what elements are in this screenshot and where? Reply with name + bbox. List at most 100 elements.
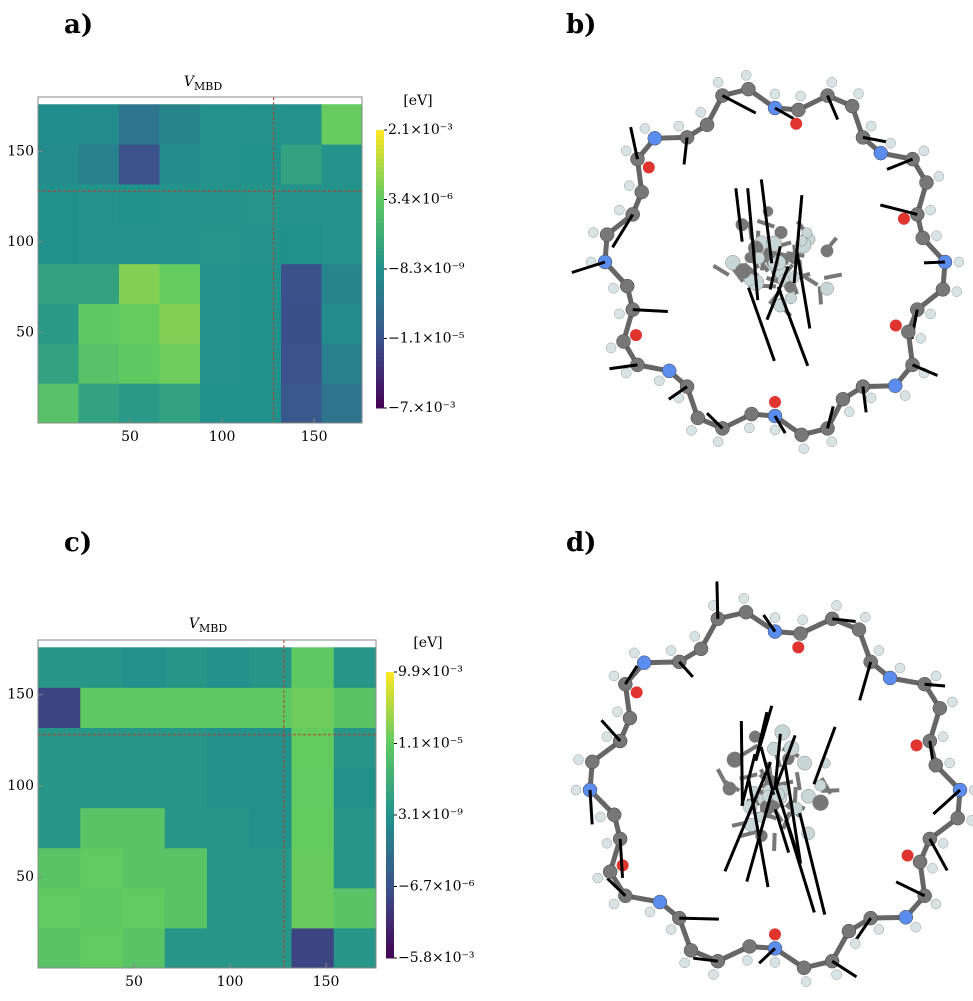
heatmap-cell xyxy=(241,343,282,383)
colorbar-segment xyxy=(376,246,384,251)
heatmap-cell xyxy=(200,264,241,304)
arrow xyxy=(924,262,945,263)
atom xyxy=(866,121,876,131)
atom xyxy=(684,943,698,957)
atom xyxy=(723,782,736,795)
atom xyxy=(911,739,923,751)
colorbar-segment xyxy=(386,925,394,930)
x-tick-label: 150 xyxy=(313,974,340,990)
heatmap-cell xyxy=(119,303,160,343)
arrow xyxy=(722,96,755,114)
heatmap-cell xyxy=(292,687,335,728)
heatmap-cell xyxy=(160,264,201,304)
atom xyxy=(617,334,631,348)
atom xyxy=(952,287,962,297)
arrow xyxy=(748,288,774,361)
atom xyxy=(770,957,780,967)
colorbar-segment xyxy=(376,181,384,186)
heatmap-cell xyxy=(119,144,160,184)
colorbar-segment xyxy=(376,389,384,394)
colorbar-segment xyxy=(376,190,384,195)
atom xyxy=(680,958,690,968)
colorbar-segment xyxy=(386,724,394,729)
panel-label: c) xyxy=(64,528,92,558)
bond xyxy=(797,772,800,790)
colorbar-segment xyxy=(376,403,384,408)
colorbar-segment xyxy=(376,213,384,218)
atom xyxy=(769,928,781,940)
atom xyxy=(911,922,921,932)
atom xyxy=(901,325,915,339)
atom xyxy=(797,961,811,975)
colorbar-segment xyxy=(386,710,394,715)
colorbar-segment xyxy=(386,906,394,911)
heatmap-cell xyxy=(119,104,160,144)
heatmap-cell xyxy=(38,303,79,343)
colorbar-segment xyxy=(376,380,384,385)
colorbar-segment xyxy=(386,767,394,772)
atom xyxy=(666,924,676,934)
atom xyxy=(785,292,796,303)
heatmap-cell xyxy=(119,184,160,224)
atom xyxy=(967,815,973,825)
atom xyxy=(850,939,860,949)
atom xyxy=(793,627,807,641)
colorbar-segment xyxy=(386,734,394,739)
atom xyxy=(898,213,910,225)
atom xyxy=(938,838,948,848)
colorbar-segment xyxy=(386,825,394,830)
atom xyxy=(792,641,804,653)
chart-title: VMBD xyxy=(189,616,227,635)
atom xyxy=(934,171,944,181)
colorbar-segment xyxy=(386,820,394,825)
heatmap-cell xyxy=(322,104,363,144)
colorbar-segment xyxy=(376,144,384,149)
atom xyxy=(791,103,805,117)
colorbar-segment xyxy=(386,672,394,677)
atom xyxy=(919,146,929,156)
heatmap-cell xyxy=(80,928,123,969)
colorbar-segment xyxy=(386,758,394,763)
heatmap-cell xyxy=(322,184,363,224)
atom xyxy=(954,257,964,267)
heatmap-cell xyxy=(241,144,282,184)
atom xyxy=(727,752,743,768)
colorbar-tick-label: 9.9×10⁻³ xyxy=(398,664,463,680)
heatmap-cell xyxy=(322,303,363,343)
atom xyxy=(603,865,617,879)
colorbar-segment xyxy=(386,901,394,906)
panel-label: b) xyxy=(566,10,596,40)
heatmap-cell xyxy=(249,808,292,849)
colorbar-segment xyxy=(376,376,384,381)
colorbar-segment xyxy=(376,200,384,205)
atom xyxy=(741,82,755,96)
atom xyxy=(900,391,910,401)
colorbar-segment xyxy=(386,715,394,720)
colorbar-tick-label: −1.1×10⁻⁵ xyxy=(388,331,465,347)
heatmap-cell xyxy=(79,184,120,224)
heatmap-cell xyxy=(207,647,250,688)
heatmap-cell xyxy=(165,727,208,768)
heatmap-cell xyxy=(38,104,79,144)
heatmap-cell xyxy=(80,768,123,809)
heatmap-cell xyxy=(160,104,201,144)
heatmap-cell xyxy=(249,928,292,969)
colorbar-segment xyxy=(376,306,384,311)
colorbar-segment xyxy=(386,896,394,901)
atom xyxy=(666,646,676,656)
heatmap-cell xyxy=(292,647,335,688)
colorbar-segment xyxy=(386,858,394,863)
colorbar-segment xyxy=(376,362,384,367)
heatmap-cell xyxy=(38,144,79,184)
atom xyxy=(735,263,750,278)
arrow xyxy=(797,250,810,328)
atom xyxy=(799,444,809,454)
panel-label: d) xyxy=(566,528,596,558)
atom xyxy=(813,795,829,811)
atom xyxy=(902,850,914,862)
heatmap-cell xyxy=(38,647,81,688)
colorbar-segment xyxy=(376,394,384,399)
atom xyxy=(770,613,780,623)
colorbar-segment xyxy=(376,255,384,260)
heatmap-cell xyxy=(241,383,282,423)
